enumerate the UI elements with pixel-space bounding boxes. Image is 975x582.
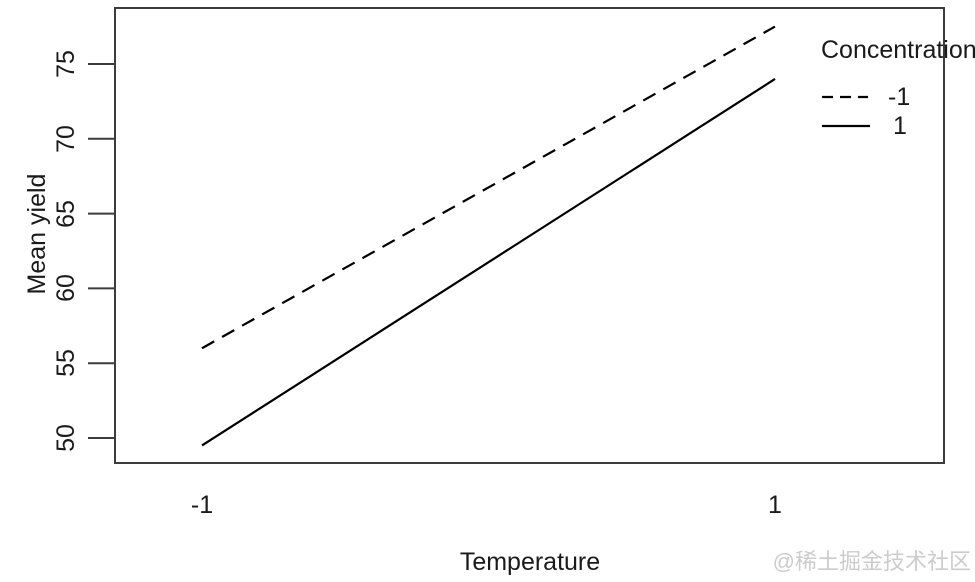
- legend-label-neg1: -1: [888, 83, 911, 111]
- x-axis-label: Temperature: [459, 548, 601, 576]
- y-tick-label: 50: [52, 424, 80, 452]
- y-tick-label: 75: [52, 50, 80, 78]
- y-tick-label: 65: [52, 199, 80, 228]
- y-axis-label: Mean yield: [23, 173, 51, 295]
- y-tick-label: 70: [52, 124, 80, 153]
- series-line-dashed: [201, 25, 776, 350]
- plot-border: [114, 7, 945, 464]
- y-tick-label: 60: [52, 274, 80, 303]
- x-tick-label-1: 1: [768, 491, 782, 519]
- x-tick-label-neg1: -1: [190, 491, 214, 519]
- series-lines: [201, 25, 776, 447]
- y-tick-label: 55: [52, 349, 80, 378]
- watermark: @稀土掘金技术社区: [772, 549, 971, 574]
- y-axis-ticks: [88, 63, 114, 439]
- legend-title: Concentration: [821, 36, 975, 64]
- series-line-solid: [201, 78, 776, 447]
- legend-label-1: 1: [893, 112, 907, 140]
